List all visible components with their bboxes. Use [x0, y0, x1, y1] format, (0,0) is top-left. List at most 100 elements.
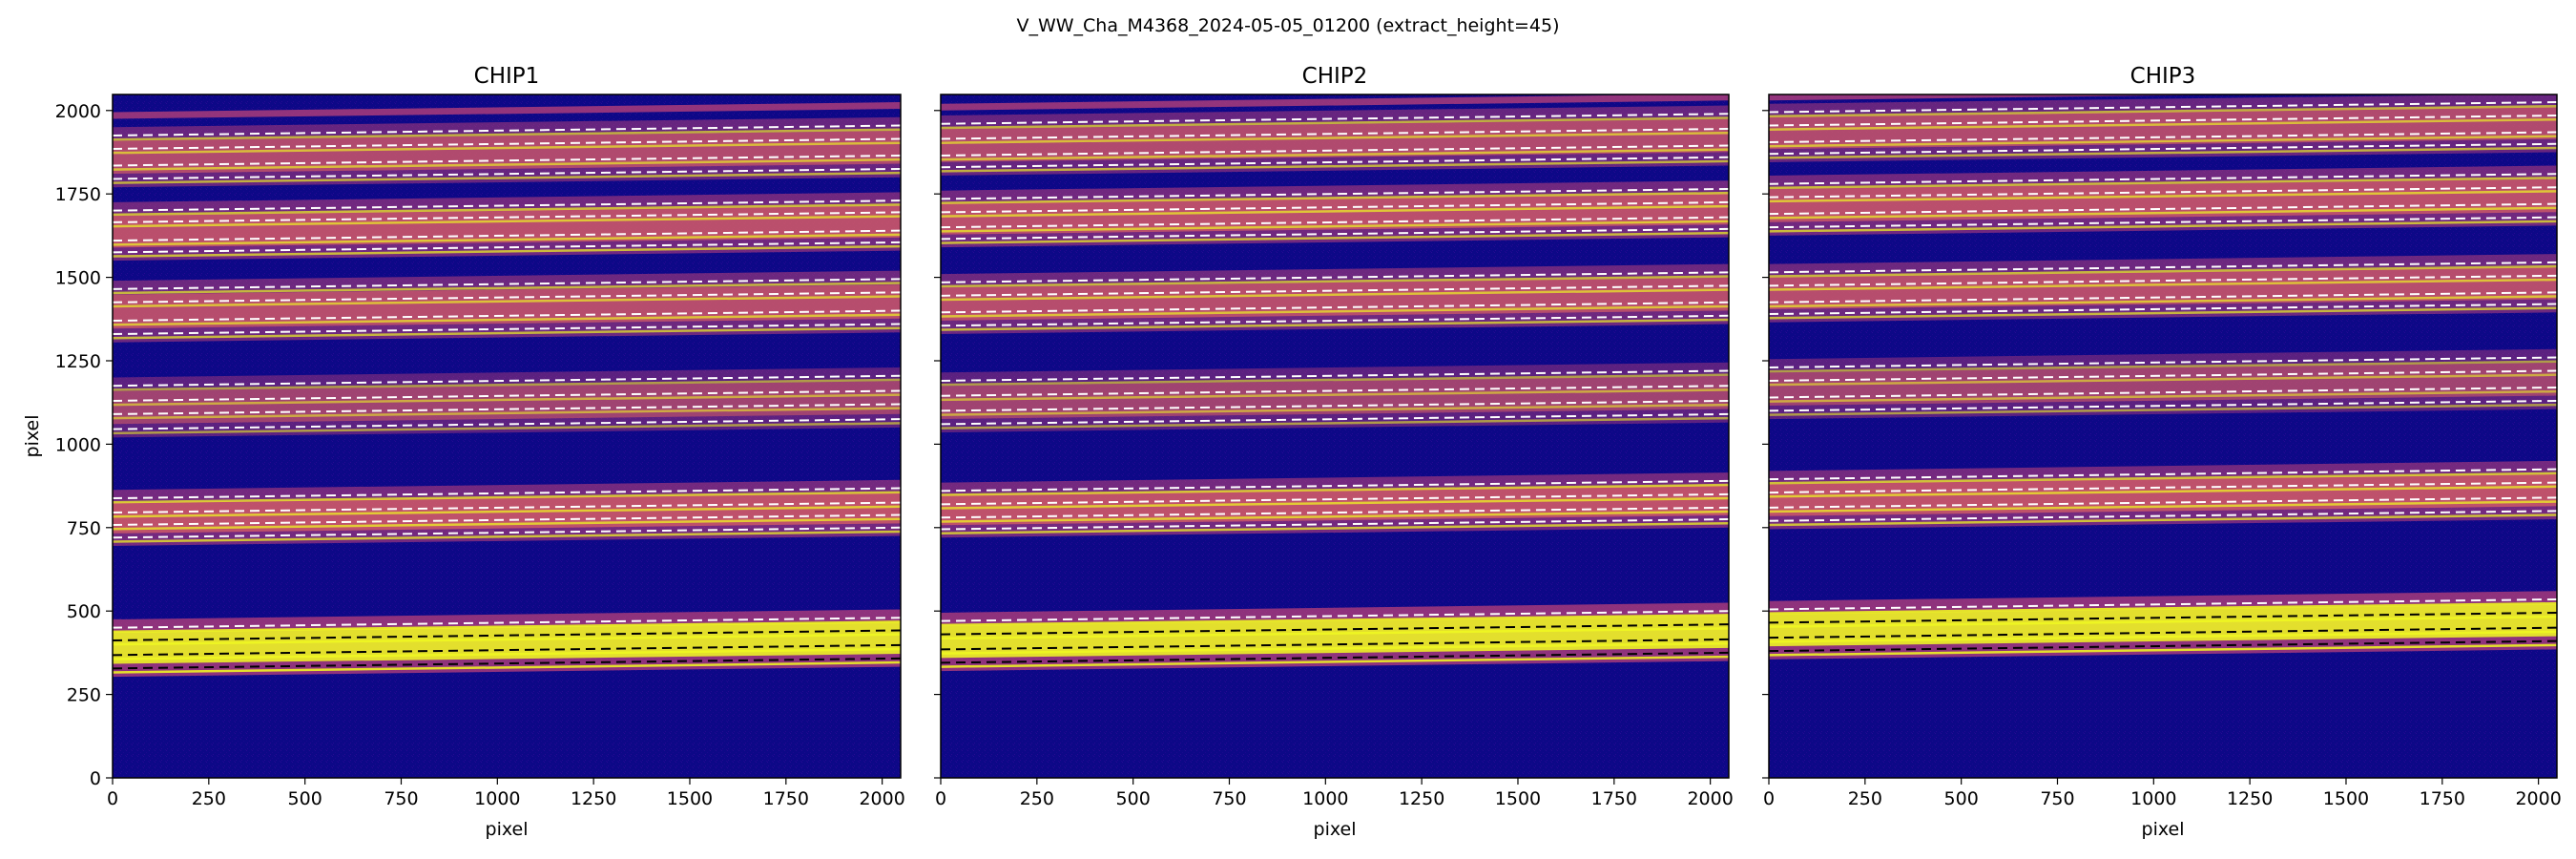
x-tick-label: 0 [935, 788, 946, 809]
order-trace [113, 326, 901, 340]
order-trace [1769, 513, 2557, 527]
order-trace [941, 220, 1729, 233]
order-trace [113, 505, 901, 518]
x-tick-label: 1250 [2227, 788, 2273, 809]
spectral-order [941, 105, 1729, 176]
extraction-boundary [113, 487, 901, 500]
order-trace [1769, 278, 2557, 291]
order-trace [941, 304, 1729, 318]
extraction-boundary [1769, 386, 2557, 399]
spectral-order [113, 609, 901, 678]
extraction-boundary [1769, 399, 2557, 412]
y-tick-label: 500 [67, 601, 101, 622]
extraction-boundary [113, 137, 901, 150]
order-trace [113, 620, 901, 634]
spectral-order [113, 479, 901, 547]
spectral-order [941, 362, 1729, 433]
order-trace [1769, 471, 2557, 485]
order-trace [113, 215, 901, 228]
extraction-boundary [941, 156, 1729, 169]
extraction-boundary [1769, 369, 2557, 382]
x-tick-label: 250 [1848, 788, 1882, 809]
x-axis-label: pixel [1314, 819, 1357, 840]
y-tick-label: 750 [67, 518, 101, 539]
extraction-boundary [1769, 186, 2557, 199]
x-tick-label: 2000 [2515, 788, 2561, 809]
order-trace [113, 378, 901, 391]
order-trace [1769, 485, 2557, 498]
extraction-boundary [1769, 142, 2557, 156]
extraction-boundary [1769, 216, 2557, 229]
x-tick-label: 750 [1212, 788, 1246, 809]
spectral-order [1769, 348, 2557, 420]
extraction-boundary [1769, 291, 2557, 304]
y-tick-label: 1000 [55, 434, 101, 455]
extraction-boundary [941, 284, 1729, 297]
extraction-boundary [941, 518, 1729, 531]
extraction-boundary [113, 526, 901, 539]
detector-image [1769, 94, 2557, 778]
order-trace [941, 614, 1729, 627]
order-trace [941, 373, 1729, 387]
spectral-order [941, 180, 1729, 248]
x-tick-label: 500 [1944, 788, 1979, 809]
order-trace [113, 141, 901, 155]
y-tick-label: 0 [90, 768, 101, 789]
extraction-boundary [1769, 510, 2557, 522]
order-trace [941, 627, 1729, 640]
extraction-boundary [941, 479, 1729, 492]
x-tick-label: 250 [192, 788, 226, 809]
extraction-boundary [113, 167, 901, 180]
spectral-order [113, 367, 901, 438]
order-trace [941, 416, 1729, 430]
extraction-boundary [941, 610, 1729, 622]
y-axis-label: pixel [22, 415, 43, 458]
order-trace [941, 318, 1729, 331]
y-tick-label: 250 [67, 685, 101, 706]
extraction-boundary [941, 128, 1729, 140]
order-trace [113, 157, 901, 171]
spectral-order [113, 116, 901, 188]
x-tick-label: 1250 [571, 788, 616, 809]
order-trace [941, 204, 1729, 218]
detector-image [941, 94, 1729, 778]
order-trace [113, 203, 901, 217]
panel-title: CHIP3 [2130, 64, 2196, 89]
extraction-boundary [113, 643, 901, 657]
figure-title: V_WW_Cha_M4368_2024-05-05_01200 (extract… [1016, 15, 1559, 36]
spectral-order [113, 192, 901, 262]
y-tick-label: 2000 [55, 101, 101, 122]
extraction-boundary [113, 501, 901, 514]
order-trace [113, 282, 901, 295]
extraction-boundary [1769, 115, 2557, 127]
extraction-boundary [941, 144, 1729, 157]
spectral-order [941, 472, 1729, 538]
order-trace [941, 388, 1729, 402]
x-tick-label: 1250 [1399, 788, 1444, 809]
detector-image [113, 94, 901, 778]
x-tick-label: 750 [384, 788, 418, 809]
order-trace [941, 159, 1729, 173]
chip2-panel: CHIP2 0 250 500 750 1000 1250 1500 1750 2000 pixel [934, 64, 1734, 840]
extraction-boundary [941, 113, 1729, 125]
extraction-boundary [941, 216, 1729, 229]
order-trace [113, 530, 901, 543]
extraction-boundary [113, 291, 901, 304]
order-trace [1769, 373, 2557, 387]
order-trace [113, 407, 901, 420]
order-trace [113, 422, 901, 435]
order-trace [941, 191, 1729, 204]
order-trace [113, 517, 901, 531]
order-trace [1769, 360, 2557, 373]
order-trace [941, 231, 1729, 244]
spectral-order [1769, 460, 2557, 530]
order-trace [113, 244, 901, 258]
x-tick-label: 1750 [763, 788, 809, 809]
extraction-boundary [113, 229, 901, 242]
order-trace [1769, 403, 2557, 416]
x-tick-label: 1500 [2323, 788, 2369, 809]
x-tick-label: 2000 [1687, 788, 1733, 809]
order-trace [941, 655, 1729, 668]
order-trace [941, 510, 1729, 523]
